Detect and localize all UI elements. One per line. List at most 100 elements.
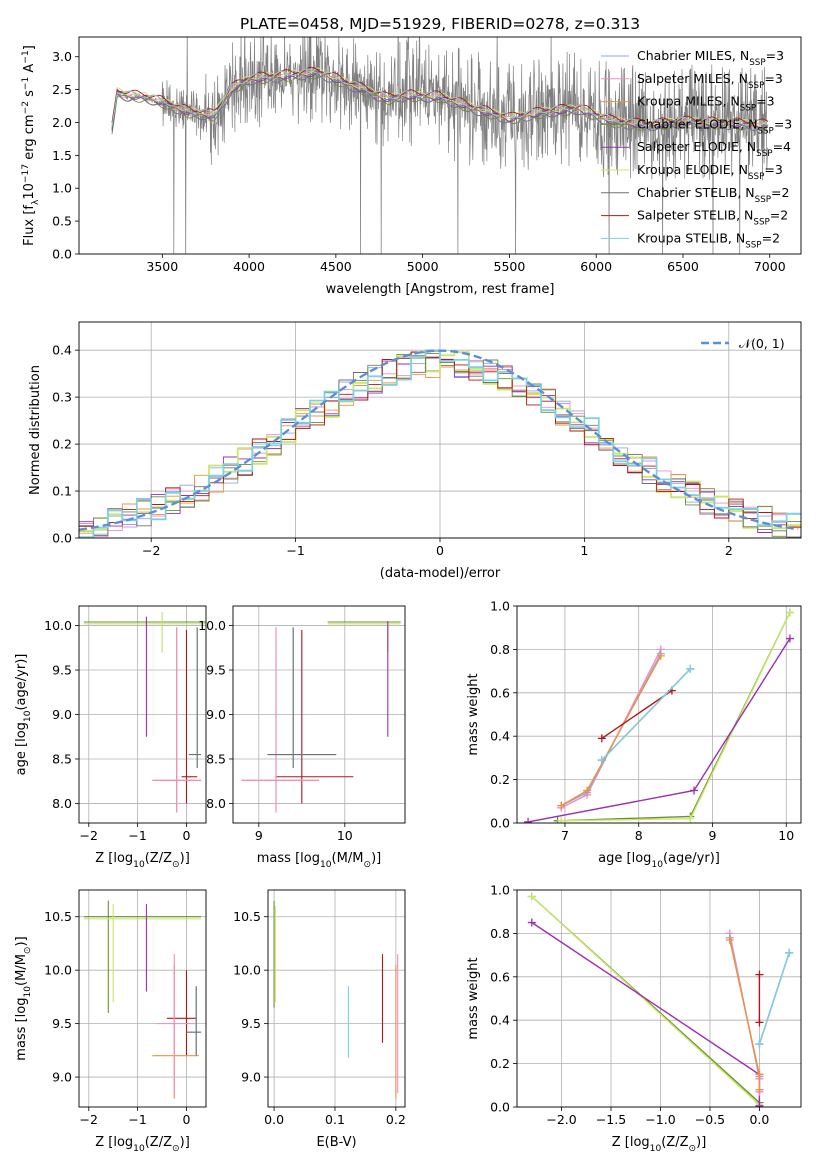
y-tick-label: 1.0 [490,599,510,614]
y-tick-label: 0.0 [490,1100,510,1115]
y-tick-label: 0.8 [490,926,510,941]
x-tick-label: 4500 [320,259,352,274]
errorbar-point [181,630,198,804]
y-axis-label: Flux [fλ10−17 erg cm−2 s−1 A−1] [21,45,41,246]
model-kroupa-elodie [111,67,769,127]
y-tick-label: 10.0 [198,618,226,633]
axes: 0.0 0.1 0.2 9.0 9.5 10.0 10.5 E(B-V) [233,889,406,1150]
errorbar-point [186,986,202,1056]
y-tick-label: 1.0 [52,181,72,196]
legend-label: Salpeter MILES, NSSP=3 [637,71,783,91]
x-axis-label: wavelength [Angstrom, rest frame] [326,282,555,297]
errorbar-point [186,986,202,1056]
y-tick-label: 1.5 [52,148,72,163]
y-axis-label: Normed distribution [28,365,43,495]
x-tick-label: 5500 [494,259,526,274]
series-line [601,690,673,739]
panel-mass_vs_ebv: 0.0 0.1 0.2 9.0 9.5 10.0 10.5 E(B-V) [233,889,406,1150]
y-tick-label: 9.5 [206,663,226,678]
x-tick-label: 0 [436,543,444,558]
x-tick-label: 7000 [754,259,786,274]
legend-label: Chabrier ELODIE, NSSP=3 [637,116,792,136]
axes: 9 10 8.0 8.5 9.0 9.5 10.0 mass [log10(M/M⊙)] [198,605,406,870]
plot-area [83,612,206,813]
series-line [531,921,761,1106]
series-marker [686,664,695,673]
plot-area [273,900,399,1099]
hist-kroupa-stelib [79,349,801,538]
y-tick-label: 0.0 [490,816,510,831]
panel-mass_vs_Z: −2 −1 0 9.0 9.5 10.0 10.5 Z [log10(Z/Z⊙)] mass [… [14,889,207,1154]
model-chabrier-stelib [111,73,769,132]
series-kroupa-stelib [597,664,695,765]
x-tick-label: 6500 [667,259,699,274]
x-tick-label: −0.5 [695,1112,725,1127]
errorbar-point [83,612,206,653]
x-tick-label: 0.0 [264,1112,284,1127]
axes: 7 8 9 10 0.0 0.2 0.4 0.6 0.8 1.0 age [log10(age/yr… [466,599,802,870]
y-tick-label: 10.0 [233,963,261,978]
series-marker [755,1070,764,1079]
y-tick-label: 10.5 [233,909,261,924]
series-marker [583,786,592,795]
y-tick-label: 1.0 [490,883,510,898]
legend-label: Chabrier MILES, NSSP=3 [637,48,784,68]
model-salpeter-stelib [111,66,769,125]
errorbar-point [152,627,202,813]
y-tick-label: 0.1 [52,484,72,499]
axes-frame [78,36,802,255]
series-marker [755,1101,764,1107]
panel-weight_vs_age: 7 8 9 10 0.0 0.2 0.4 0.6 0.8 1.0 age [log10(age/yr… [466,599,802,870]
x-tick-label: −2 [142,543,160,558]
panel-age_vs_mass: 9 10 8.0 8.5 9.0 9.5 10.0 mass [log10(M/M⊙)] [198,605,406,870]
y-tick-label: 0.2 [490,1056,510,1071]
model-kroupa-stelib [111,68,769,127]
legend-label: Kroupa STELIB, NSSP=2 [637,230,780,250]
grid [233,606,405,823]
errorbar-point [188,627,202,768]
series-marker [755,1018,764,1027]
panel-residuals: −2 −1 0 1 2 0.0 0.1 0.2 0.3 0.4 (data-model)/error… [28,321,802,581]
series-line [601,668,691,761]
series-kroupa-elodie [527,892,764,1107]
axes-frame [516,605,802,824]
x-axis-label: Z [log10(Z/Z⊙)] [95,1135,190,1154]
series-marker [755,1085,764,1094]
series-line [729,939,761,1090]
hist-legend: 𝒩(0, 1) [701,336,785,351]
legend-label: Kroupa ELODIE, NSSP=3 [637,162,783,182]
x-tick-label: 0.1 [325,1112,345,1127]
x-tick-label: 1 [580,543,588,558]
errorbar-point [241,627,319,813]
series-kroupa-elodie [557,608,794,823]
y-tick-label: 9.0 [206,707,226,722]
series-marker [690,786,699,795]
axes: −2 −1 0 1 2 0.0 0.1 0.2 0.3 0.4 (data-model)/error… [28,321,802,581]
series-line [561,612,791,822]
y-tick-label: 0.6 [490,685,510,700]
figure-title: PLATE=0458, MJD=51929, FIBERID=0278, z=0… [240,15,640,33]
y-tick-label: 9.0 [52,707,72,722]
series-salpeter-elodie [524,634,794,823]
axes: −2.0 −1.5 −1.0 −0.5 0.0 0.0 0.2 0.4 0.6 0.8 1.0 Z [… [466,883,802,1154]
x-tick-label: −1.5 [596,1112,626,1127]
y-tick-label: 9.5 [241,1016,261,1031]
y-tick-label: 10.5 [44,909,72,924]
series-marker [755,970,764,979]
grid [517,605,801,824]
x-axis-label: Z [log10(Z/Z⊙)] [95,851,190,870]
y-tick-label: 10.0 [44,618,72,633]
x-tick-label: 4000 [233,259,265,274]
x-tick-label: 9 [709,828,717,843]
x-tick-label: 5000 [407,259,439,274]
plot-area [527,892,794,1107]
series-line [527,638,791,823]
y-tick-label: 0.0 [52,247,72,262]
x-axis-label: (data-model)/error [380,566,501,581]
spectrum-data [111,37,769,254]
x-tick-label: 0.2 [386,1112,406,1127]
x-tick-label: 8 [635,828,643,843]
y-tick-label: 9.5 [52,1016,72,1031]
errorbar-point [267,627,337,768]
